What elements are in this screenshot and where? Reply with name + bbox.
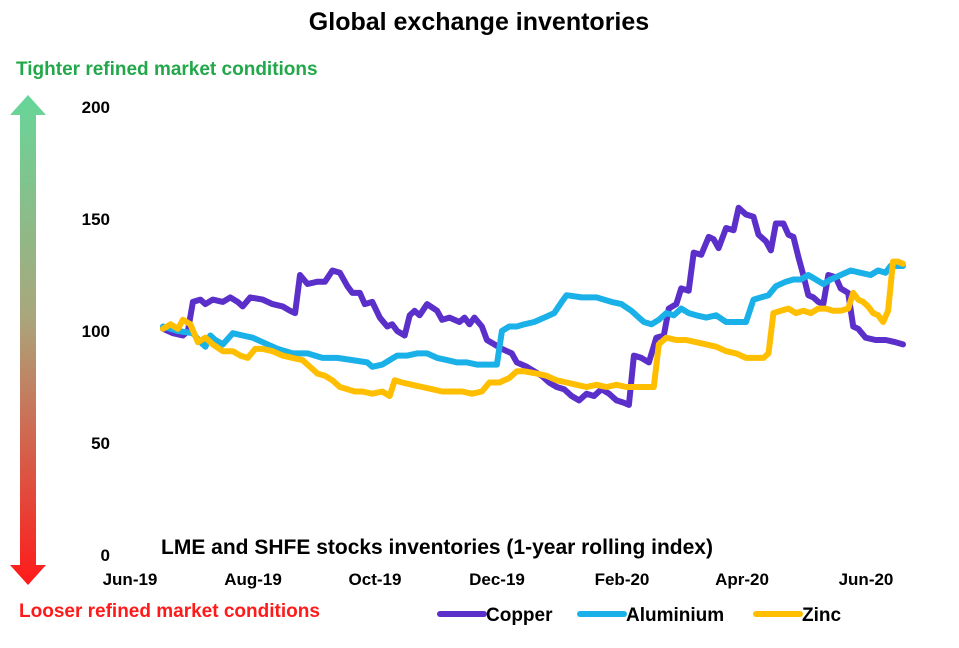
- legend-label-aluminium: Aluminium: [626, 605, 724, 626]
- legend-label-copper: Copper: [486, 605, 553, 626]
- tighter-conditions-note: Tighter refined market conditions: [16, 59, 318, 80]
- legend-label-zinc: Zinc: [802, 605, 841, 626]
- y-tick-label: 200: [82, 98, 110, 117]
- y-tick-label: 100: [82, 322, 110, 341]
- y-tick-label: 50: [91, 434, 110, 453]
- x-tick-label: Jun-19: [103, 570, 158, 589]
- market-conditions-arrow: [10, 95, 46, 585]
- x-tick-label: Aug-19: [224, 570, 282, 589]
- chart-title: Global exchange inventories: [309, 8, 649, 36]
- series-line-copper: [160, 204, 906, 408]
- legend: Copper Aluminium Zinc: [437, 605, 841, 626]
- x-axis: Jun-19 Aug-19 Oct-19 Dec-19 Feb-20 Apr-20 Jun-…: [103, 570, 894, 589]
- x-tick-label: Feb-20: [595, 570, 650, 589]
- series-line-aluminium: [160, 263, 906, 370]
- y-tick-label: 150: [82, 210, 110, 229]
- plot-area: [160, 204, 906, 408]
- y-tick-label: 0: [101, 546, 110, 565]
- x-tick-label: Apr-20: [715, 570, 769, 589]
- y-axis: 0 50 100 150 200: [82, 98, 110, 565]
- looser-conditions-note: Looser refined market conditions: [19, 601, 320, 622]
- chart-subtitle: LME and SHFE stocks inventories (1-year …: [161, 536, 713, 559]
- x-tick-label: Oct-19: [349, 570, 402, 589]
- x-tick-label: Dec-19: [469, 570, 525, 589]
- x-tick-label: Jun-20: [839, 570, 894, 589]
- series-line-zinc: [160, 258, 906, 399]
